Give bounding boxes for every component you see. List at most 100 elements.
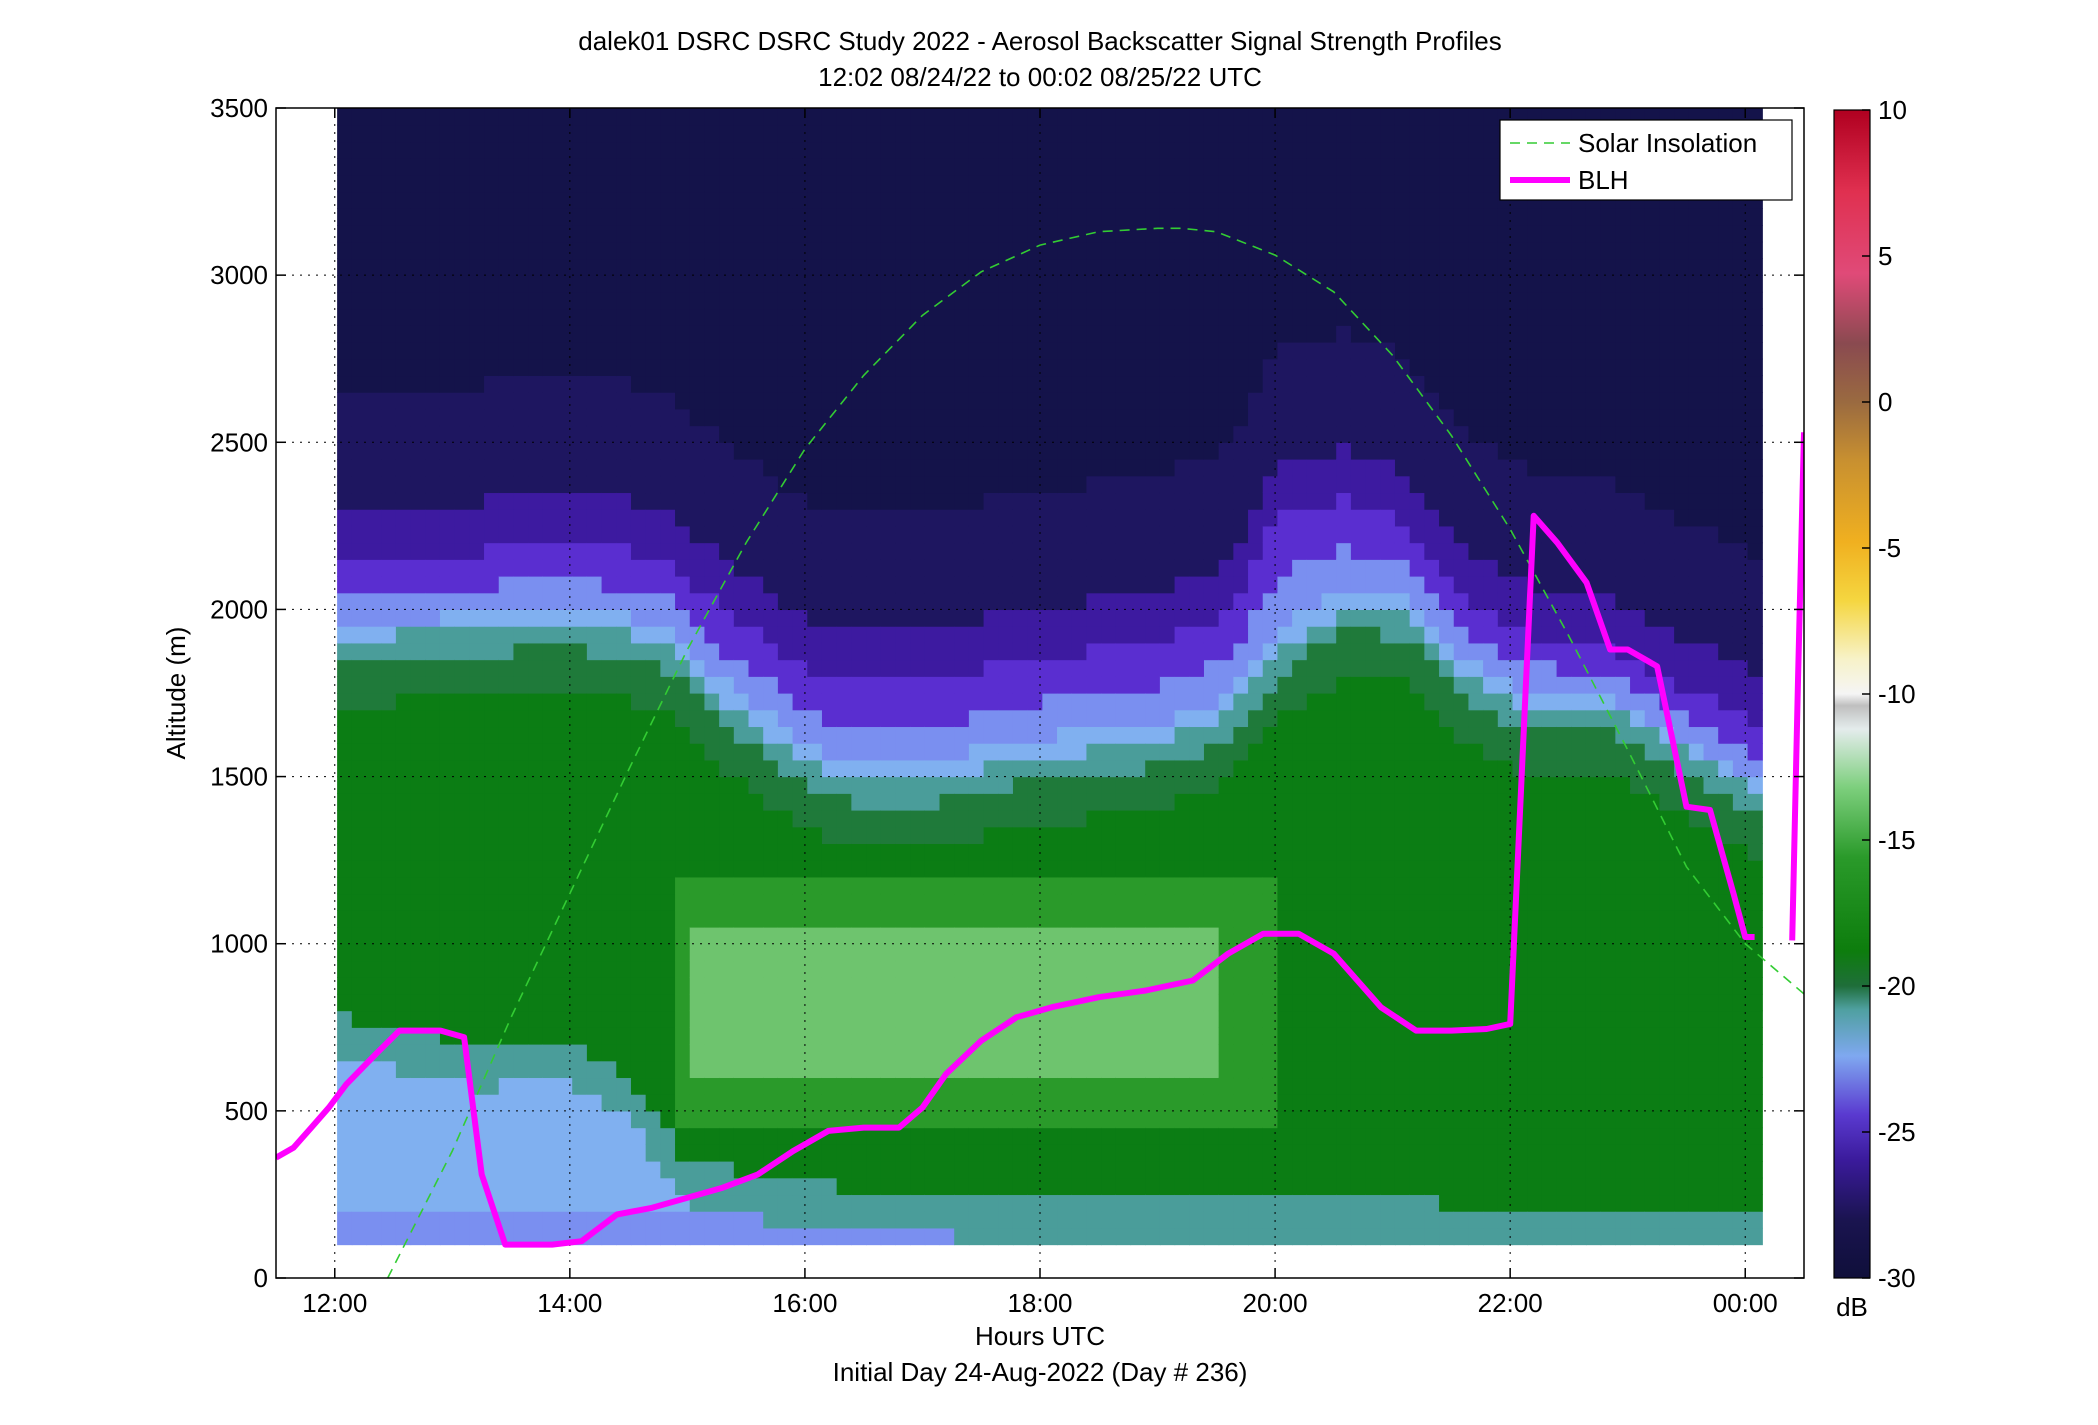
heatmap-cell [895,191,911,209]
heatmap-cell [733,659,750,677]
heatmap-cell [1101,726,1117,744]
heatmap-cell [1248,893,1264,911]
heatmap-cell [998,408,1014,427]
heatmap-cell [998,459,1014,477]
heatmap-cell [983,408,999,427]
heatmap-cell [866,124,882,143]
heatmap-cell [1262,776,1279,794]
heatmap-cell [542,1161,559,1179]
heatmap-cell [1306,843,1323,861]
heatmap-cell [910,960,926,978]
heatmap-cell [395,124,412,143]
heatmap-cell [719,358,735,377]
heatmap-cell [1071,676,1088,694]
heatmap-cell [1306,1227,1323,1246]
heatmap-cell [1262,759,1279,778]
heatmap-cell [645,893,661,911]
heatmap-cell [630,542,647,560]
heatmap-cell [704,843,720,861]
heatmap-cell [910,392,926,410]
heatmap-cell [821,291,838,310]
heatmap-cell [1233,509,1249,527]
heatmap-cell [1394,910,1411,928]
heatmap-cell [528,308,544,326]
heatmap-cell [1365,960,1381,978]
heatmap-cell [954,676,970,694]
heatmap-cell [748,676,764,694]
heatmap-cell [792,542,808,560]
heatmap-cell [968,743,985,761]
heatmap-cell [792,225,808,243]
heatmap-cell [454,308,470,326]
heatmap-cell [807,726,823,744]
heatmap-cell [880,1161,897,1179]
heatmap-cell [381,1144,397,1162]
heatmap-cell [1012,174,1029,193]
heatmap-cell [351,1110,368,1129]
heatmap-cell [1101,826,1117,845]
heatmap-cell [1189,709,1205,728]
heatmap-cell [689,943,706,962]
heatmap-cell [1218,141,1234,159]
heatmap-cell [366,776,382,794]
heatmap-cell [1203,1194,1220,1212]
heatmap-cell [1042,258,1058,276]
heatmap-cell [1218,626,1234,644]
heatmap-cell [1409,1127,1425,1145]
heatmap-cell [748,124,764,143]
heatmap-cell [1027,726,1043,744]
heatmap-cell [1115,342,1132,360]
heatmap-cell [572,1044,588,1062]
heatmap-cell [954,225,970,243]
heatmap-cell [660,492,676,510]
heatmap-cell [439,826,456,845]
heatmap-cell [660,191,676,209]
heatmap-cell [425,1211,441,1229]
heatmap-cell [1248,325,1264,343]
heatmap-cell [1233,492,1249,510]
heatmap-cell [1027,576,1043,594]
heatmap-cell [366,542,382,560]
heatmap-cell [851,1010,867,1028]
heatmap-cell [1233,977,1249,995]
heatmap-cell [968,291,985,310]
heatmap-cell [1101,1211,1117,1229]
heatmap-cell [1159,576,1176,594]
heatmap-cell [880,475,897,494]
heatmap-cell [513,876,529,895]
heatmap-cell [381,308,397,326]
heatmap-cell [1101,793,1117,811]
heatmap-cell [792,141,808,159]
heatmap-cell [1248,726,1264,744]
heatmap-cell [1159,358,1176,377]
heatmap-cell [807,626,823,644]
heatmap-cell [395,993,412,1012]
heatmap-cell [704,1060,720,1079]
heatmap-cell [1027,509,1043,527]
heatmap-cell [572,843,588,861]
heatmap-cell [1218,659,1234,677]
heatmap-cell [1321,659,1337,677]
heatmap-cell [1130,1161,1146,1179]
heatmap-cell [880,559,897,577]
heatmap-cell [439,342,456,360]
heatmap-cell [513,1194,529,1212]
heatmap-cell [381,258,397,276]
heatmap-cell [1336,626,1352,644]
heatmap-cell [1262,408,1279,427]
heatmap-cell [1394,810,1411,828]
heatmap-cell [1071,843,1088,861]
heatmap-cell [1145,893,1161,911]
heatmap-cell [1086,291,1102,310]
heatmap-cell [763,876,779,895]
heatmap-cell [675,726,691,744]
heatmap-cell [381,291,397,310]
heatmap-cell [807,158,823,176]
heatmap-cell [645,776,661,794]
heatmap-cell [983,943,999,962]
heatmap-cell [910,810,926,828]
heatmap-cell [616,375,632,393]
heatmap-cell [968,592,985,611]
heatmap-cell [469,208,485,226]
heatmap-cell [410,509,426,527]
